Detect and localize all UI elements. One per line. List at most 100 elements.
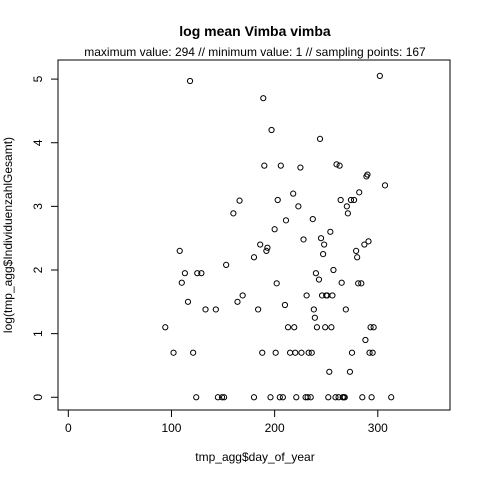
data-point [341, 394, 348, 401]
data-point [317, 235, 325, 242]
data-point [276, 394, 283, 401]
data-point [291, 324, 298, 331]
data-point [356, 189, 363, 196]
data-point [293, 394, 300, 401]
y-tick-label: 1 [31, 330, 45, 337]
data-point [336, 162, 343, 169]
data-point [274, 196, 281, 204]
data-point [261, 162, 268, 169]
data-point [212, 306, 219, 313]
data-point [364, 171, 371, 178]
data-point [300, 236, 307, 243]
y-tick-label: 2 [31, 266, 45, 273]
data-point [202, 306, 209, 313]
data-point [255, 306, 262, 313]
data-point [362, 336, 369, 344]
y-tick-label: 3 [31, 203, 45, 210]
data-point [273, 280, 280, 287]
data-point [230, 210, 237, 217]
data-point [367, 324, 374, 331]
data-point [292, 349, 299, 356]
data-point [330, 266, 337, 274]
data-point [326, 368, 333, 375]
x-axis: 0 100 200 300 [65, 409, 388, 435]
data-point [220, 394, 228, 401]
data-point [358, 280, 365, 287]
data-point [184, 298, 192, 305]
data-point [353, 247, 360, 255]
data-point [194, 270, 201, 277]
data-points [162, 72, 395, 401]
x-tick-label: 100 [161, 421, 181, 435]
data-point [325, 394, 332, 401]
data-point [279, 394, 286, 401]
data-point [368, 394, 375, 401]
data-point [312, 270, 319, 277]
data-point [322, 324, 329, 331]
x-tick-label: 0 [65, 421, 72, 435]
data-point [310, 306, 317, 313]
data-point [361, 241, 368, 248]
data-point [259, 349, 266, 356]
data-point [162, 324, 169, 331]
data-point [250, 254, 258, 261]
x-axis-label: tmp_agg$day_of_year [195, 450, 314, 464]
data-point [214, 394, 221, 401]
data-point [176, 247, 183, 255]
data-point [354, 254, 361, 261]
data-point [239, 292, 246, 299]
chart-subtitle: maximum value: 294 // minimum value: 1 /… [84, 45, 426, 59]
data-point [333, 161, 340, 168]
data-point [284, 324, 292, 331]
data-point [198, 270, 205, 277]
data-point [250, 394, 258, 401]
data-point [218, 394, 226, 401]
data-point [329, 292, 336, 299]
data-point [347, 196, 355, 204]
data-point [236, 197, 243, 204]
data-point [309, 215, 316, 223]
data-point [370, 324, 377, 331]
data-point [376, 72, 383, 80]
data-point [257, 241, 264, 248]
data-point [381, 182, 389, 189]
data-point [337, 196, 344, 204]
data-point [303, 292, 310, 299]
y-axis-label: log(tmp_agg$IndividuenzahlGesamt) [1, 137, 15, 333]
data-point [332, 394, 339, 401]
data-point [264, 244, 271, 251]
data-point [290, 190, 297, 197]
data-point [388, 394, 395, 401]
data-point [311, 314, 318, 321]
data-point [315, 276, 323, 283]
data-point [190, 349, 197, 356]
y-tick-label: 5 [31, 75, 45, 82]
data-point [359, 394, 366, 401]
data-point [304, 394, 311, 401]
data-point [272, 349, 279, 356]
y-axis: 0 1 2 3 4 5 [31, 75, 59, 401]
data-point [267, 394, 274, 401]
data-point [308, 349, 315, 356]
data-point [271, 226, 278, 233]
data-point [305, 349, 312, 356]
data-point [260, 95, 267, 102]
data-point [328, 324, 335, 331]
data-point [327, 228, 334, 235]
y-tick-label: 0 [31, 394, 45, 401]
data-point [186, 77, 194, 85]
data-point [344, 210, 351, 217]
x-tick-label: 200 [265, 421, 285, 435]
data-point [346, 368, 354, 375]
data-point [321, 241, 328, 248]
data-point [263, 247, 270, 255]
data-point [268, 126, 275, 134]
data-point [178, 279, 185, 286]
data-point [282, 217, 290, 224]
x-tick-label: 300 [368, 421, 388, 435]
data-point [295, 203, 302, 210]
data-point [277, 162, 284, 169]
data-point [320, 250, 327, 258]
data-point [316, 135, 324, 143]
